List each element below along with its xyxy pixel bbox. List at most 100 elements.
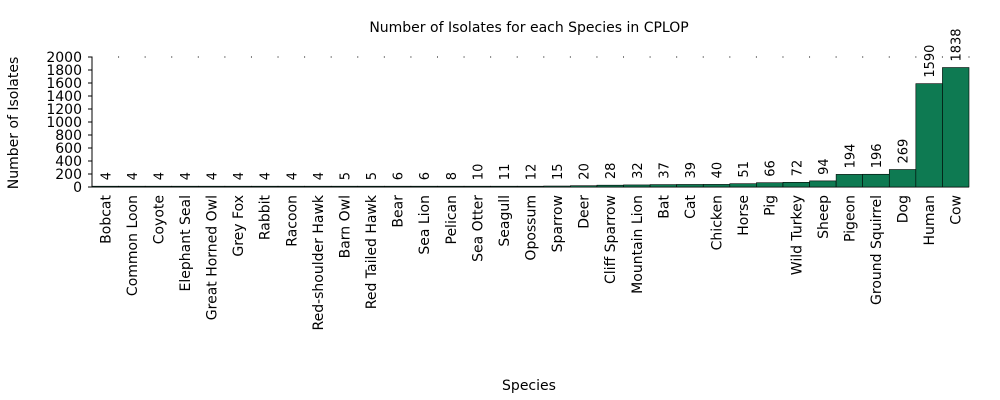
bar [756,182,784,188]
grid-dot [835,56,837,58]
bar [809,180,837,188]
bar [888,169,917,188]
y-tick-label: 1200 [46,102,82,118]
category-label: Wild Turkey [789,195,805,275]
grid-dot [383,56,385,58]
chart-title: Number of Isolates for each Species in C… [369,20,688,36]
category-label: Red Tailed Hawk [364,194,380,309]
value-label: 196 [870,143,885,168]
category-label: Grey Fox [231,195,247,257]
y-tick-label: 1800 [46,63,82,79]
grid-dot [277,56,279,58]
grid-dot [197,56,199,58]
bar [91,185,119,188]
grid-dot [623,56,625,58]
category-label: Red-shoulder Hawk [311,194,327,330]
category-label: Seagull [497,195,513,247]
category-label: Sea Lion [417,195,433,255]
category-label: Opossum [524,195,540,261]
value-label: 40 [711,162,726,179]
value-label: 4 [285,172,300,180]
bar [118,185,146,188]
value-label: 72 [790,160,805,177]
bar [570,185,598,188]
value-label: 8 [445,172,460,180]
value-labels: 4 4 4 4 4 4 4 4 4 5 5 6 6 8 10 11 12 15 20 28 32 37 39 40 51 66 72… [99,28,964,180]
bar [277,185,305,188]
category-label: Horse [736,195,752,236]
value-label: 11 [498,164,513,181]
category-label: Pigeon [842,195,858,242]
value-label: 20 [578,163,593,180]
category-label: Dog [896,195,912,223]
category-label: Mountain Lion [630,195,646,294]
grid-dot [782,56,784,58]
bars [91,67,970,188]
value-label: 94 [817,158,832,175]
y-tick-label: 200 [55,167,82,183]
category-label: Great Horned Owl [205,195,221,320]
category-label: Ground Squirrel [869,195,885,305]
grid-dot [436,56,438,58]
value-label: 1838 [950,28,965,61]
value-label: 5 [338,172,353,180]
value-label: 4 [99,172,114,180]
grid-dot [941,56,943,58]
bar [942,67,970,188]
bar [357,185,385,188]
grid-dot [649,56,651,58]
category-label: Cliff Sparrow [603,195,619,284]
grid-dot [463,56,465,58]
bar [782,182,810,188]
y-tick-label: 1000 [46,115,82,131]
grid-dot [490,56,492,58]
category-label: Cat [683,194,699,218]
bar [835,174,863,188]
grid-dot [118,56,120,58]
category-labels: Bobcat Common Loon Coyote Elephant Seal Grea… [98,194,964,330]
category-label: Sheep [816,195,832,239]
grid-dot [543,56,545,58]
category-label: Bat [656,195,672,219]
bar [862,173,890,188]
bar [702,184,731,188]
category-label: Rabbit [258,194,274,240]
value-label: 28 [604,163,619,180]
grid-dots [91,56,970,58]
category-label: Coyote [151,195,167,244]
value-label: 32 [631,162,646,179]
y-axis-label: Number of Isolates [6,57,22,190]
bar [623,184,651,188]
value-label: 39 [684,162,699,179]
grid-dot [755,56,757,58]
grid-dot [224,56,226,58]
category-label: Deer [577,195,593,229]
value-label: 37 [657,162,672,179]
bar [676,184,704,188]
grid-dot [862,56,864,58]
y-tick-label: 0 [73,180,82,196]
value-label: 10 [471,164,486,181]
grid-dot [304,56,306,58]
grid-dot [516,56,518,58]
value-label: 12 [525,164,540,181]
category-label: Barn Owl [337,195,353,258]
category-label: Sea Otter [470,195,486,262]
bar [144,185,173,188]
value-label: 4 [179,172,194,180]
grid-dot [250,56,252,58]
bar [410,185,438,188]
value-label: 4 [259,172,274,180]
category-label: Human [922,195,938,246]
grid-dot [968,56,970,58]
category-label: Common Loon [125,195,141,296]
bar [437,185,465,188]
bar [198,185,226,188]
grid-dot [676,56,678,58]
value-label: 4 [312,172,327,180]
y-tick-label: 1400 [46,89,82,105]
bar [543,185,571,188]
bar [516,185,545,188]
bar [304,185,332,188]
